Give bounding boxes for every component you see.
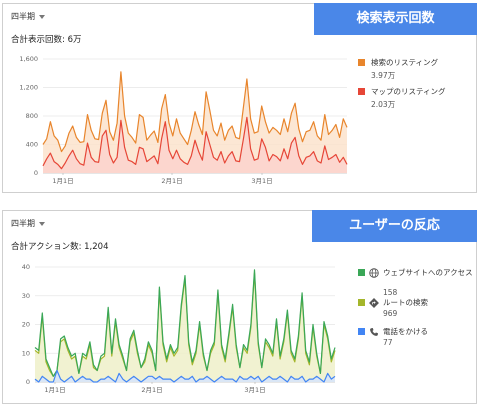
y-tick-label: 400 [26,141,38,149]
legend-swatch [358,88,365,95]
series-line [34,369,336,383]
total-impressions: 合計表示回数: 6万 [11,35,82,45]
total-actions: 合計アクション数: 1,204 [11,242,109,252]
series-line [42,116,348,170]
y-tick-label: 800 [26,112,38,120]
legend-value: 2.03万 [371,100,396,109]
impressions-chart: 0 400 800 1,200 1,600 1月1日 2月1日 3月1日 [19,55,348,185]
y-tick-label: 0 [34,169,38,177]
impressions-card: 四半期 検索表示回数 合計表示回数: 6万 0 400 800 1,200 1,600 1… [2,3,477,193]
legend-value: 77 [383,338,393,347]
actions-chart: 0 10 20 30 40 1月1日 2月1日 3月1日 [22,263,336,394]
legend-swatch [358,328,365,335]
y-tick-label: 1,600 [19,55,38,63]
period-selector[interactable]: 四半期 [11,218,45,229]
x-tick-label: 1月1日 [44,386,65,394]
legend-swatch [358,299,365,306]
y-tick-label: 40 [22,263,30,271]
x-tick-label: 2月1日 [141,386,162,394]
legend-value: 158 [383,288,398,297]
series-area [35,370,335,382]
legend-label: 検索のリスティング [371,58,439,67]
y-tick-label: 30 [22,292,30,300]
y-tick-label: 1,200 [19,84,38,92]
series-area [35,272,335,382]
x-tick-label: 3月1日 [251,177,272,185]
directions-icon [369,298,379,308]
period-label: 四半期 [11,219,35,228]
card-banner: 検索表示回数 [314,3,477,35]
y-tick-label: 20 [22,321,30,329]
legend-value: 969 [383,309,398,318]
chevron-down-icon [39,221,45,226]
legend-label: 電話をかける [383,327,428,336]
y-tick-label: 10 [22,349,30,357]
series-line [42,71,348,153]
period-selector[interactable]: 四半期 [11,11,45,22]
x-tick-label: 2月1日 [161,177,182,185]
legend-swatch [358,59,365,66]
legend-label: マップのリスティング [371,87,446,96]
actions-card: 四半期 ユーザーの反応 合計アクション数: 1,204 0 10 20 30 40 1月1… [2,210,477,404]
legend-label: ウェブサイトへのアクセス [383,268,473,277]
series-area [43,117,347,173]
period-label: 四半期 [11,12,35,21]
series-line [34,269,336,377]
globe-icon [369,268,379,278]
x-tick-label: 1月1日 [52,177,73,185]
y-tick-label: 0 [26,378,30,386]
chevron-down-icon [39,14,45,19]
x-tick-label: 3月1日 [244,386,265,394]
legend-swatch [358,269,365,276]
phone-icon [370,328,378,336]
legend-value: 3.97万 [371,71,396,80]
legend-label: ルートの検索 [383,298,428,307]
card-banner: ユーザーの反応 [312,210,477,242]
